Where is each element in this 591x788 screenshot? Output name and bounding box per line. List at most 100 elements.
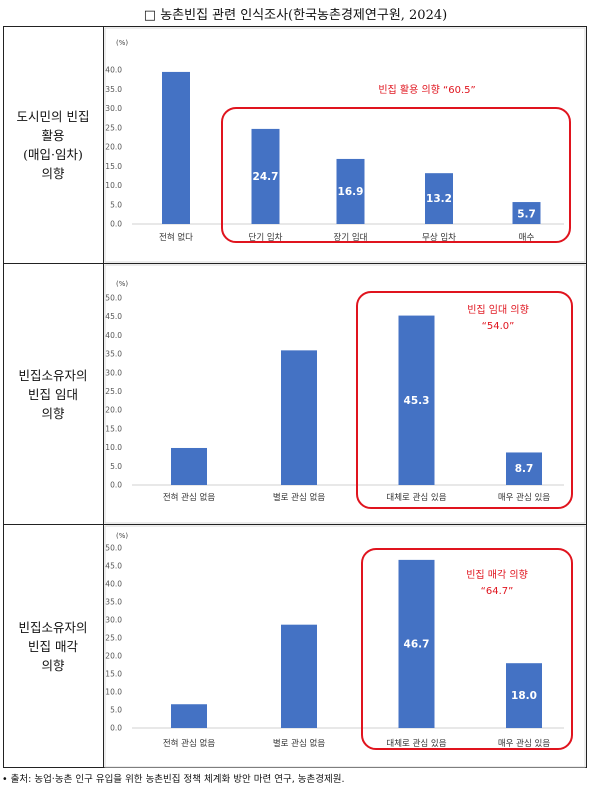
y-tick-label: 40.0	[105, 331, 122, 340]
data-label: 5.7	[517, 209, 536, 221]
y-tick-label: 20.0	[105, 652, 122, 661]
y-tick-label: 45.0	[105, 312, 122, 321]
y-tick-label: 25.0	[105, 123, 122, 132]
chart-owner-sale-intention: (%) 0.0 5.0 10.0 15.0 20.0 25.0 30.0 35.0 40.0 45.…	[104, 525, 586, 768]
data-label: 16.9	[338, 186, 364, 198]
category-label: 전혀 없다	[159, 232, 193, 243]
data-label: 46.7	[404, 638, 430, 650]
bar-2	[281, 624, 317, 728]
highlight-box	[356, 291, 573, 509]
category-label: 장기 임대	[334, 232, 368, 243]
row-label-2-line-3: 의향	[41, 406, 65, 421]
bar-3	[398, 315, 435, 485]
data-label: 13.2	[426, 193, 452, 205]
category-label: 매우 관심 있음	[498, 492, 551, 503]
data-label: 45.3	[404, 395, 430, 407]
bar-4	[506, 663, 542, 728]
y-tick-label: 20.0	[105, 406, 122, 415]
y-tick-label: 30.0	[105, 616, 122, 625]
category-label: 대체로 관심 있음	[386, 738, 446, 749]
bar-3	[398, 559, 435, 728]
bar-5	[512, 202, 541, 224]
chart-area-border	[104, 27, 586, 263]
chart-owner-rental-intention: (%) 0.0 5.0 10.0 15.0 20.0 25.0 30.0 35.0 40.0 45.…	[104, 264, 586, 524]
row-label-1-line-3: (매입·임차)	[23, 147, 83, 162]
bar-4	[506, 452, 542, 485]
category-label: 전혀 관심 없음	[163, 738, 216, 749]
bar-1	[162, 71, 190, 224]
data-label: 8.7	[515, 463, 534, 475]
y-tick-label: 10.0	[105, 443, 122, 452]
bar-4	[425, 173, 453, 224]
bar-3	[336, 158, 365, 224]
unit-label: (%)	[116, 280, 128, 288]
y-tick-label: 40.0	[105, 66, 122, 75]
y-tick-label: 45.0	[105, 562, 122, 571]
y-tick-label: 0.0	[110, 724, 122, 733]
bar-2	[281, 350, 317, 485]
page-title: □ 농촌빈집 관련 인식조사(한국농촌경제연구원, 2024)	[143, 8, 448, 23]
category-label: 별로 관심 없음	[273, 492, 326, 503]
row-label-1: 도시민의 빈집 활용 (매입·임차) 의향	[4, 107, 102, 183]
annotation-text: 빈집 활용 의향 “60.5”	[378, 83, 475, 96]
source-note: • 출처: 농업·농촌 인구 유입을 위한 농촌빈집 정책 체계화 방안 마련 …	[2, 774, 345, 785]
annotation-text: “54.0”	[482, 321, 515, 332]
category-label: 무상 임차	[422, 232, 456, 243]
y-tick-label: 25.0	[105, 634, 122, 643]
unit-label: (%)	[116, 39, 128, 47]
y-tick-label: 30.0	[105, 104, 122, 113]
column-divider	[103, 26, 104, 768]
category-label: 별로 관심 없음	[273, 738, 326, 749]
y-tick-label: 35.0	[105, 85, 122, 94]
row-label-3-line-2: 빈집 매각	[28, 639, 78, 654]
row-label-1-line-1: 도시민의 빈집	[16, 109, 90, 124]
data-label: 18.0	[511, 690, 537, 702]
y-tick-label: 5.0	[110, 706, 122, 715]
chart-area-border	[104, 264, 586, 524]
y-tick-label: 5.0	[110, 200, 122, 209]
y-tick-label: 0.0	[110, 481, 122, 490]
y-tick-label: 5.0	[110, 462, 122, 471]
annotation-text: 빈집 매각 의향	[466, 569, 528, 581]
y-tick-label: 30.0	[105, 368, 122, 377]
y-tick-label: 20.0	[105, 143, 122, 152]
bar-1	[171, 704, 207, 728]
chart-building-use-intention: (%) 0.0 5.0 10.0 15.0 20.0 25.0 30.0 35.0 40.0 전혀 …	[104, 27, 586, 263]
y-tick-label: 40.0	[105, 580, 122, 589]
category-label: 대체로 관심 있음	[386, 492, 446, 503]
y-tick-label: 15.0	[105, 424, 122, 433]
bar-2	[251, 128, 280, 224]
row-label-3-line-3: 의향	[41, 658, 65, 673]
row-label-1-line-2: 활용	[41, 128, 65, 143]
y-tick-label: 50.0	[105, 294, 122, 303]
highlight-box	[221, 107, 571, 243]
annotation-text: 빈집 임대 의향	[467, 303, 529, 316]
unit-label: (%)	[116, 532, 128, 540]
row-divider-2	[3, 524, 587, 525]
bar-1	[171, 447, 207, 485]
highlight-box	[361, 548, 573, 750]
y-tick-label: 15.0	[105, 670, 122, 679]
row-divider-1	[3, 263, 587, 264]
row-label-2: 빈집소유자의 빈집 임대 의향	[4, 366, 102, 423]
data-label: 24.7	[253, 171, 279, 183]
category-label: 매우 관심 있음	[498, 738, 551, 749]
row-label-2-line-1: 빈집소유자의	[18, 368, 88, 383]
row-label-3: 빈집소유자의 빈집 매각 의향	[4, 618, 102, 675]
y-tick-label: 15.0	[105, 162, 122, 171]
row-label-2-line-2: 빈집 임대	[28, 387, 78, 402]
y-tick-label: 50.0	[105, 544, 122, 553]
y-tick-label: 35.0	[105, 350, 122, 359]
category-label: 매수	[519, 233, 535, 243]
annotation-text: “64.7”	[481, 586, 514, 597]
row-label-1-line-4: 의향	[41, 166, 65, 181]
category-label: 전혀 관심 없음	[163, 492, 216, 503]
y-tick-label: 10.0	[105, 688, 122, 697]
y-tick-label: 25.0	[105, 387, 122, 396]
y-tick-label: 10.0	[105, 181, 122, 190]
row-label-3-line-1: 빈집소유자의	[18, 620, 88, 635]
y-tick-label: 35.0	[105, 598, 122, 607]
chart-area-border	[104, 525, 586, 768]
y-tick-label: 0.0	[110, 220, 122, 229]
category-label: 단기 임차	[249, 232, 283, 243]
